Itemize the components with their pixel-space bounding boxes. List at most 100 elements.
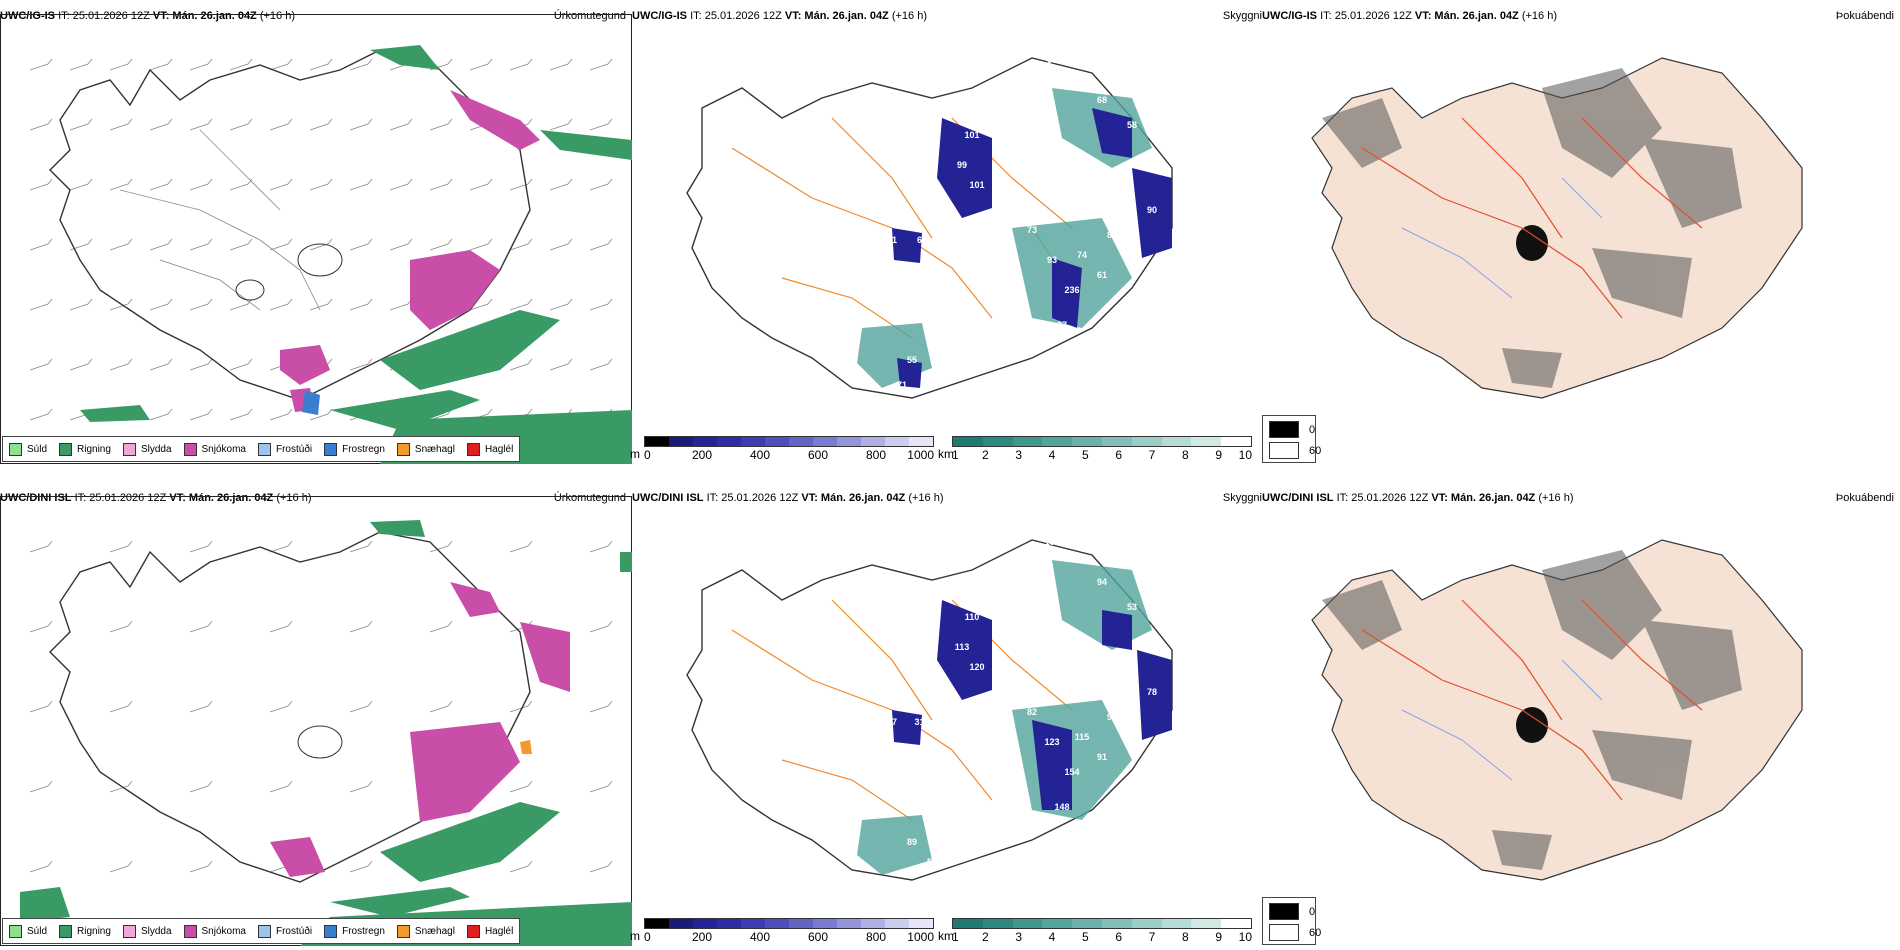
visibility-value: 91 [1097, 752, 1107, 762]
colorbar-unit: m [630, 447, 640, 461]
legend-swatch [466, 442, 480, 456]
visibility-value: 47 [887, 717, 897, 727]
legend-label: Snjókoma [201, 443, 246, 455]
legend-item: Súld [9, 442, 47, 456]
visibility-value: 90 [1147, 205, 1157, 215]
colorbar-cell [813, 919, 837, 928]
colorbar-tick-label: 5 [1081, 930, 1089, 944]
legend-label: Haglél [484, 443, 514, 455]
colorbar-tick-label: 9 [1215, 448, 1222, 462]
colorbar-cell [885, 919, 909, 928]
panel-header: UWC/IG-IS IT: 25.01.2026 12Z VT: Mán. 26… [0, 10, 632, 28]
model-name: UWC/DINI ISL [0, 492, 72, 504]
colorbar-tick-label: 0 [644, 448, 651, 462]
colorbar-cells [644, 436, 934, 447]
colorbar-cell [1221, 437, 1251, 446]
visibility-value: 61 [1097, 270, 1107, 280]
colorbar-cell [741, 919, 765, 928]
legend-swatch [122, 442, 136, 456]
init-time: IT: 25.01.2026 12Z [706, 492, 799, 504]
colorbar-cell [837, 437, 861, 446]
colorbar-tick-label: 8 [1181, 930, 1189, 944]
colorbar-cell [765, 437, 789, 446]
colorbar-cell [741, 437, 765, 446]
colorbar-tick-label: 800 [865, 448, 887, 462]
visibility-value: 101 [969, 180, 984, 190]
legend-item: Haglél [466, 924, 514, 938]
visibility-value: 168 [1034, 562, 1049, 572]
panel-title: Þokuábendi [1835, 10, 1894, 22]
model-name: UWC/DINI ISL [632, 492, 704, 504]
precip-map [0, 496, 632, 946]
legend-item: Frostregn [324, 924, 385, 938]
legend-label: Slydda [140, 925, 172, 937]
colorbar-km: km 1 2 3 4 5 6 7 8 9 10 [938, 918, 1252, 944]
colorbar-cell [982, 919, 1013, 928]
legend-swatch [466, 924, 480, 938]
legend-item: Frostúði [257, 442, 312, 456]
legend-item: Frostregn [324, 442, 385, 456]
colorbar-cell [1072, 919, 1102, 928]
legend-swatch [122, 924, 136, 938]
colorbar-cell [645, 919, 669, 928]
fog-shading [1322, 68, 1742, 388]
colorbar-cell [789, 919, 813, 928]
visibility-value: 312 [914, 717, 929, 727]
visibility-value: 73 [1027, 225, 1037, 235]
lead-time: (+16 h) [259, 10, 296, 22]
fog-legend-label: 0 [1309, 905, 1316, 918]
visibility-value: 55 [907, 355, 917, 365]
colorbar-unit: km [938, 447, 954, 461]
rain-areas [80, 45, 632, 464]
colorbar-cell [837, 919, 861, 928]
colorbar-tick-label: 3 [1015, 930, 1022, 944]
colorbar-cell [645, 437, 669, 446]
visibility-value: 68 [1097, 95, 1107, 105]
colorbar-tick-label: 6 [1115, 930, 1122, 944]
model-name: UWC/DINI ISL [1262, 492, 1334, 504]
colorbar-cell [1131, 437, 1162, 446]
colorbar-unit: km [938, 929, 954, 943]
colorbar-cell [693, 437, 717, 446]
panel-visibility-top: UWC/IG-IS IT: 25.01.2026 12Z VT: Mán. 26… [630, 10, 1262, 464]
legend-label: Frostregn [342, 443, 385, 455]
visibility-value: 91 [1107, 652, 1117, 662]
valid-time: VT: Mán. 26.jan. 04Z [169, 492, 274, 504]
fog-map [1311, 57, 1803, 399]
visibility-value: 74 [1147, 160, 1157, 170]
colorbar-cell [717, 437, 741, 446]
legend-label: Rigning [77, 443, 111, 455]
colorbar-cell [1161, 437, 1192, 446]
colorbar-cell [861, 919, 885, 928]
legend-label: Haglél [484, 925, 514, 937]
visibility-value: 94 [1097, 577, 1107, 587]
fog-legend-label: 0 [1309, 423, 1316, 436]
colorbar-tick-label: 8 [1181, 448, 1189, 462]
lead-time: (+16 h) [908, 492, 944, 504]
panel-header: UWC/DINI ISL IT: 25.01.2026 12Z VT: Mán.… [632, 492, 1262, 510]
visibility-value: 78 [1147, 687, 1157, 697]
panel-header: UWC/IG-IS IT: 25.01.2026 12Z VT: Mán. 26… [1262, 10, 1900, 28]
panel-fog-bottom: UWC/DINI ISL IT: 25.01.2026 12Z VT: Mán.… [1262, 492, 1900, 946]
panel-title: Úrkomutegund [553, 10, 626, 22]
visibility-value: 115 [1075, 732, 1090, 742]
valid-time: VT: Mán. 26.jan. 04Z [801, 492, 906, 504]
visibility-value: 154 [1064, 767, 1079, 777]
visibility-value: 100 [1044, 537, 1059, 547]
colorbar-meters: m 0 200 400 600 800 1000 [630, 918, 934, 944]
colorbar-cell [1221, 919, 1251, 928]
visibility-value: 110 [965, 612, 980, 622]
legend-item: Frostúði [257, 924, 312, 938]
panel-header: UWC/DINI ISL IT: 25.01.2026 12Z VT: Mán.… [1262, 492, 1900, 510]
panel-title: Skyggni [1222, 10, 1262, 22]
colorbar-cells [952, 436, 1252, 447]
legend-swatch [9, 924, 22, 938]
init-time: IT: 25.01.2026 12Z [690, 10, 782, 22]
visibility-value: 88 [1107, 230, 1117, 240]
init-time: IT: 25.01.2026 12Z [58, 10, 150, 22]
visibility-value: 99 [957, 160, 967, 170]
visibility-value: 139 [994, 260, 1009, 270]
panel-header: UWC/IG-IS IT: 25.01.2026 12Z VT: Mán. 26… [632, 10, 1262, 28]
visibility-value: 69 [917, 235, 927, 245]
visibility-value: 89 [907, 837, 917, 847]
